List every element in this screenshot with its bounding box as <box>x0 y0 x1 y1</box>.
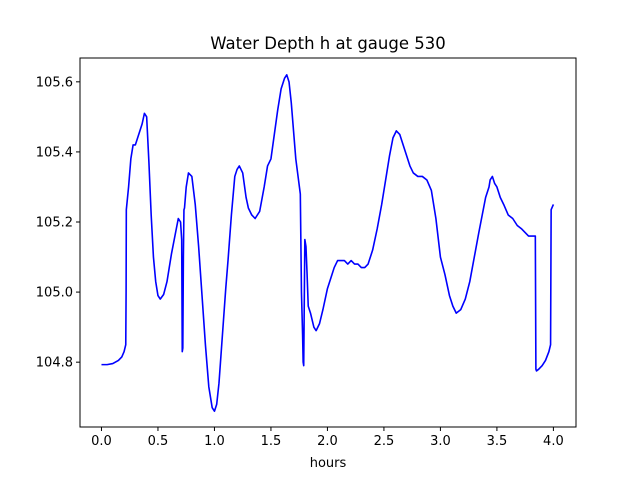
x-tick-label: 3.0 <box>430 434 451 449</box>
x-tick-label: 3.5 <box>487 434 508 449</box>
x-axis-ticks: 0.0 0.5 1.0 1.5 2.0 2.5 3.0 3.5 4.0 <box>91 427 564 449</box>
series-line-0 <box>101 74 555 413</box>
x-tick-label: 2.5 <box>374 434 395 449</box>
y-tick-label: 104.8 <box>36 356 73 371</box>
x-tick-label: 1.0 <box>204 434 225 449</box>
x-axis-label: hours <box>310 456 347 471</box>
y-tick-label: 105.0 <box>36 286 73 301</box>
x-tick-label: 4.0 <box>543 434 564 449</box>
axes-frame <box>79 57 577 428</box>
x-tick-label: 2.0 <box>317 434 338 449</box>
y-axis-ticks: 104.8 105.0 105.2 105.4 105.6 <box>36 75 80 371</box>
y-tick-label: 105.6 <box>36 75 73 90</box>
y-tick-label: 105.4 <box>36 145 73 160</box>
x-tick-label: 0.0 <box>91 434 112 449</box>
x-tick-label: 1.5 <box>261 434 282 449</box>
plot-area <box>101 74 555 413</box>
chart-title: Water Depth h at gauge 530 <box>210 34 445 53</box>
y-tick-label: 105.2 <box>36 216 73 231</box>
x-tick-label: 0.5 <box>148 434 169 449</box>
